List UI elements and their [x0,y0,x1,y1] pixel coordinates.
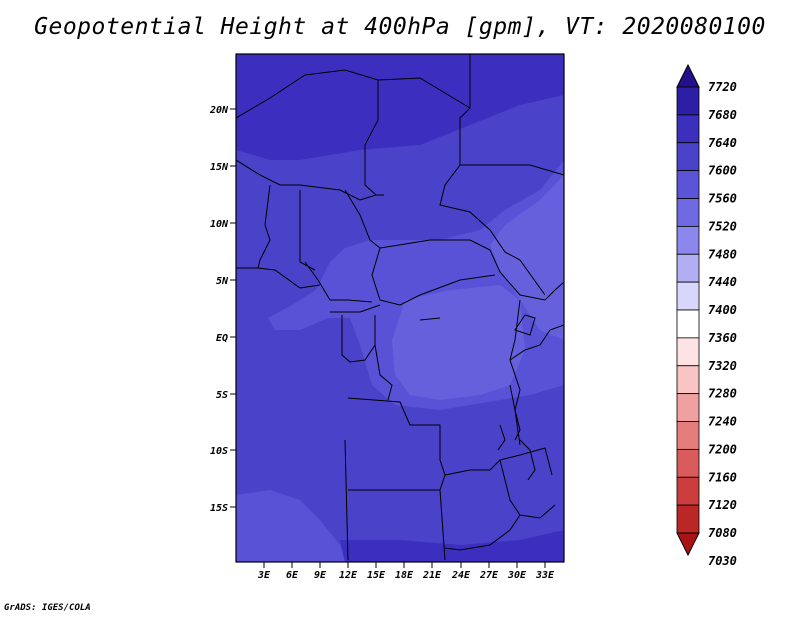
colorbar-swatch [676,253,700,283]
lat-tick: 5S [216,390,236,401]
colorbar-swatch [676,421,700,450]
colorbar-label: 7400 [708,303,737,317]
lat-tick-label: EQ [216,333,228,344]
lon-tick: 27E [479,562,499,581]
lat-tick-label: 15N [210,162,229,173]
colorbar-top-triangle [676,63,700,88]
colorbar-swatch [676,114,700,144]
map-panel [236,54,564,562]
lon-tick: 3E [257,562,271,581]
lat-tick: 10N [210,219,236,230]
colorbar-label: 7480 [708,247,737,261]
colorbar-swatch [676,504,700,534]
colorbar-swatch [676,365,700,395]
lon-tick: 9E [314,562,327,581]
colorbar-swatch [676,309,700,339]
lat-tick-label: 20N [209,105,229,116]
colorbar-swatch [676,337,700,367]
map-title: Geopotential Height at 400hPa [gpm], VT:… [34,14,766,40]
lat-tick: 15N [210,162,236,173]
credit-label: GrADS: IGES/COLA [4,603,91,613]
colorbar-label: 7640 [708,136,737,150]
lat-axis: 20N 15N 10N 5N EQ 5S 10S 15S [209,105,236,514]
colorbar-swatch [676,86,700,116]
lon-tick-label: 18E [395,570,414,581]
lat-tick-label: 10S [210,446,228,457]
lon-tick: 30E [507,562,527,581]
lat-tick: 5N [216,276,236,287]
lon-tick-label: 21E [422,570,442,581]
lat-tick: EQ [216,333,236,344]
colorbar-label: 7680 [708,108,737,122]
colorbar-swatch [676,281,700,311]
height-field-north [236,54,564,160]
colorbar-swatch [676,393,700,422]
colorbar-label: 7280 [708,387,737,401]
colorbar-label: 7160 [708,470,737,484]
height-field-southwest [236,490,345,562]
lon-tick: 21E [422,562,442,581]
colorbar: 7720 7680 7640 7600 7560 7520 7480 7440 7400 7360… [676,63,737,568]
lon-tick-label: 6E [286,570,299,581]
colorbar-label: 7600 [708,164,737,178]
lon-tick: 18E [395,562,414,581]
lon-tick: 24E [451,562,471,581]
lon-tick-label: 24E [451,570,471,581]
colorbar-label: 7320 [708,359,737,373]
lon-tick-label: 15E [367,570,386,581]
lat-tick-label: 15S [210,503,228,514]
country-borders [236,54,564,561]
colorbar-swatch [676,448,700,478]
colorbar-label: 7720 [708,80,737,94]
lat-tick-label: 5S [216,390,228,401]
lon-axis: 3E 6E 9E 12E 15E 18E 21E 24E 27E 30E 33E [257,562,555,581]
height-field-core-2 [392,285,525,400]
lat-tick: 10S [210,446,236,457]
lon-tick: 15E [367,562,386,581]
map-frame [235,53,565,563]
lon-tick: 6E [286,562,299,581]
colorbar-swatch [676,142,700,172]
colorbar-label: 7030 [708,554,737,568]
lon-tick-label: 9E [314,570,327,581]
lakes [419,314,536,481]
lon-tick: 33E [535,562,555,581]
colorbar-label: 7360 [708,331,737,345]
colorbar-label: 7520 [708,219,737,233]
colorbar-swatch [676,198,700,227]
lat-tick-label: 10N [210,219,229,230]
colorbar-label: 7120 [708,498,737,512]
height-field-core [490,175,564,340]
height-field-south-dark [340,530,564,562]
lon-tick-label: 30E [507,570,527,581]
lat-tick: 20N [209,105,236,116]
lon-tick-label: 3E [257,570,271,581]
colorbar-label: 7440 [708,275,737,289]
lat-tick-label: 5N [216,276,229,287]
colorbar-label: 7240 [708,415,737,429]
lon-tick: 12E [339,562,358,581]
colorbar-bottom-triangle [676,532,700,557]
colorbar-label: 7560 [708,192,737,206]
lon-tick-label: 33E [535,570,555,581]
colorbar-swatch [676,170,700,199]
colorbar-label: 7200 [708,442,737,456]
lon-tick-label: 12E [339,570,358,581]
colorbar-swatch [676,225,700,255]
lat-tick: 15S [210,503,236,514]
colorbar-swatch [676,476,700,506]
lon-tick-label: 27E [479,570,499,581]
colorbar-label: 7080 [708,526,737,540]
